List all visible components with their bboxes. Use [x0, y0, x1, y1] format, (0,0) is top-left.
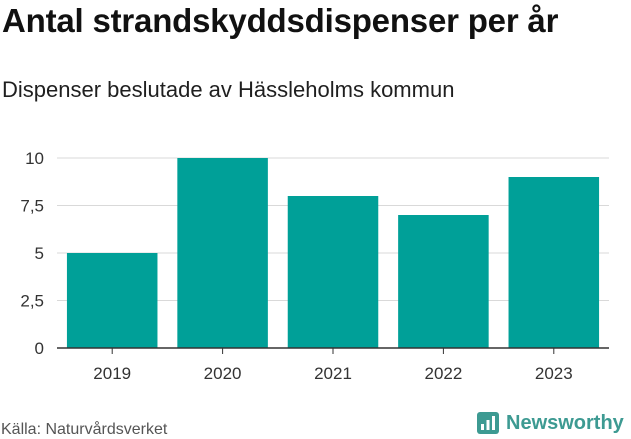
bar-2022 — [398, 215, 489, 348]
bar-2019 — [66, 253, 158, 348]
x-tick-label: 2023 — [535, 364, 573, 383]
y-tick-label: 2,5 — [20, 292, 44, 311]
x-tick-label: 2019 — [93, 364, 131, 383]
y-tick-label: 7,5 — [20, 197, 44, 216]
x-tick-label: 2022 — [424, 364, 462, 383]
brand-name: Newsworthy — [506, 411, 624, 434]
y-tick-label: 5 — [35, 244, 44, 263]
x-tick-label: 2021 — [314, 364, 352, 383]
bar-2020 — [177, 158, 268, 348]
bar-2021 — [287, 196, 379, 348]
bar-chart: 0 2,5 5 7,5 10 2019 2020 2021 2022 2023 — [20, 149, 609, 383]
axes: 0 2,5 5 7,5 10 2019 2020 2021 2022 2023 — [20, 149, 609, 383]
x-tick-label: 2020 — [204, 364, 242, 383]
source-note: Källa: Naturvårdsverket — [1, 421, 168, 438]
y-tick-label: 0 — [35, 339, 44, 358]
y-tick-label: 10 — [25, 149, 44, 168]
bars — [66, 158, 600, 348]
brand-logo[interactable]: Newsworthy — [476, 408, 624, 438]
chart-title: Antal strandskyddsdispenser per år — [2, 2, 559, 39]
chart-subtitle: Dispenser beslutade av Hässleholms kommu… — [2, 77, 455, 102]
bar-2023 — [508, 177, 600, 348]
newsworthy-logo-icon — [477, 412, 499, 434]
